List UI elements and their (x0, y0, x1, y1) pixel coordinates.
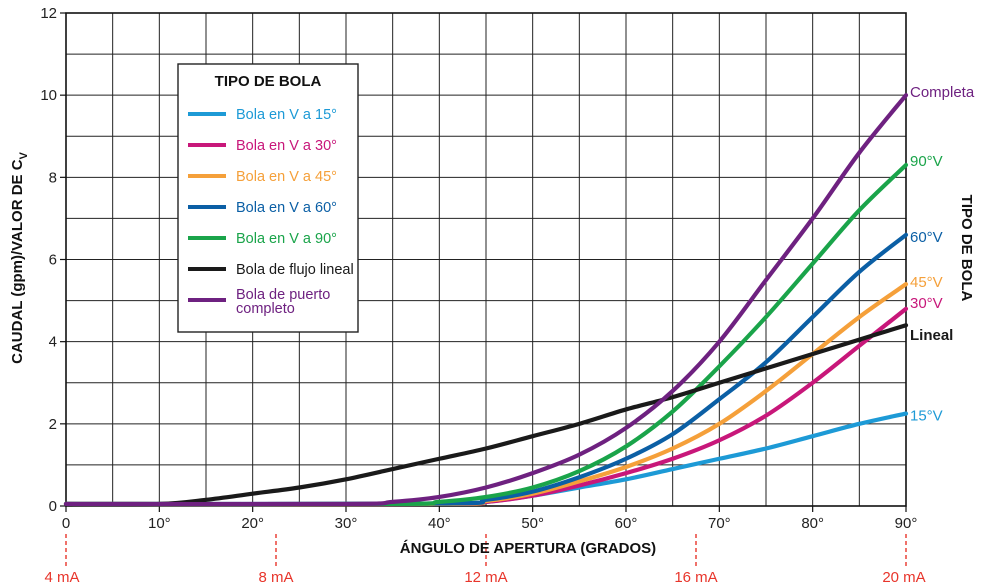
x-tick-label: 20° (241, 515, 264, 532)
y-axis-title-text: CAUDAL (gpm)/VALOR DE C (9, 159, 26, 364)
chart-axes (60, 12, 907, 512)
legend-label: Bola en V a 60° (236, 200, 337, 216)
legend-label: Bola en V a 30° (236, 138, 337, 154)
y-tick-label: 2 (49, 416, 57, 433)
x-tick-label: 90° (895, 515, 918, 532)
legend-label-line2: completo (236, 301, 295, 317)
series-end-label: 90°V (910, 153, 943, 170)
legend-entries: Bola en V a 15° Bola en V a 30° Bola en V … (188, 107, 354, 317)
y-tick-labels: 0 2 4 6 8 10 12 (40, 5, 57, 515)
ma-scale: 4 mA 8 mA 12 mA 16 mA 20 mA (44, 534, 926, 586)
y-axis-title: CAUDAL (gpm)/VALOR DE CV (9, 151, 30, 363)
series-end-label: 60°V (910, 229, 943, 246)
series-end-label: Completa (910, 84, 975, 101)
x-tick-labels: 0 10° 20° 30° 40° 50° 60° 70° 80° 90° (62, 515, 918, 532)
chart-series (63, 93, 909, 507)
ma-label: 8 mA (258, 569, 293, 586)
series-end-label: 45°V (910, 274, 943, 291)
legend: TIPO DE BOLA Bola en V a 15°Bola en V a … (177, 63, 359, 333)
series-end-label: Lineal (910, 327, 953, 344)
x-axis-title: ÁNGULO DE APERTURA (GRADOS) (400, 540, 656, 557)
y-tick-label: 4 (49, 334, 57, 351)
ma-label: 16 mA (674, 569, 717, 586)
series-end-label: 30°V (910, 295, 943, 312)
legend-box (177, 63, 359, 333)
x-tick-label: 30° (335, 515, 358, 532)
series-end-label: 15°V (910, 408, 943, 425)
y-tick-label: 8 (49, 169, 57, 186)
x-tick-label: 40° (428, 515, 451, 532)
series-line (63, 323, 909, 507)
series-line (63, 93, 909, 507)
legend-label: Bola de puerto (236, 287, 330, 303)
series-end-labels: 15°V 30°V 45°V 60°V 90°V Lineal Completa (910, 84, 975, 424)
ma-label: 4 mA (44, 569, 79, 586)
legend-label: Bola en V a 15° (236, 107, 337, 123)
legend-label: Bola en V a 45° (236, 169, 337, 185)
x-tick-label: 60° (615, 515, 638, 532)
x-tick-label: 50° (521, 515, 544, 532)
right-axis-title: TIPO DE BOLA (958, 195, 975, 302)
x-tick-label: 10° (148, 515, 171, 532)
x-tick-label: 80° (801, 515, 824, 532)
legend-label: Bola de flujo lineal (236, 262, 354, 278)
y-axis-title-subscript: V (18, 151, 30, 159)
ma-label: 20 mA (882, 569, 925, 586)
legend-title: TIPO DE BOLA (215, 73, 322, 90)
legend-label: Bola en V a 90° (236, 231, 337, 247)
x-tick-label: 0 (62, 515, 70, 532)
x-tick-label: 70° (708, 515, 731, 532)
series-line (63, 162, 909, 507)
y-tick-label: 12 (40, 5, 57, 22)
y-tick-label: 10 (40, 87, 57, 104)
y-tick-label: 0 (49, 498, 57, 515)
ma-label: 12 mA (464, 569, 507, 586)
y-tick-label: 6 (49, 252, 57, 269)
